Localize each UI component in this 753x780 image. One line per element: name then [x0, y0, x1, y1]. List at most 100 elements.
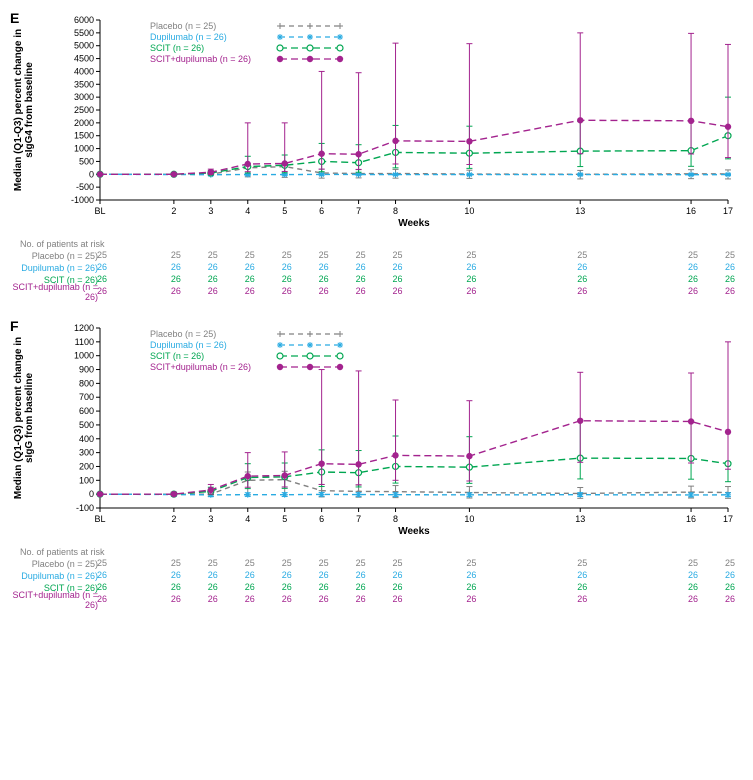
risk-value: 26	[393, 286, 403, 296]
risk-value: 26	[97, 594, 107, 604]
panel-label: F	[10, 318, 19, 334]
ytick-label: -500	[76, 182, 94, 192]
legend-label-dupilumab: Dupilumab (n = 26)	[150, 32, 227, 42]
ytick-label: 1000	[74, 144, 94, 154]
xtick-label: BL	[94, 206, 105, 216]
risk-value: 26	[688, 594, 698, 604]
risk-value: 26	[319, 262, 329, 272]
risk-value: 26	[356, 570, 366, 580]
risk-value: 26	[577, 570, 587, 580]
risk-value: 26	[282, 274, 292, 284]
risk-value: 26	[393, 570, 403, 580]
risk-value: 26	[208, 570, 218, 580]
risk-value: 25	[356, 558, 366, 568]
ytick-label: 1000	[74, 351, 94, 361]
risk-value: 26	[466, 262, 476, 272]
ytick-label: 5000	[74, 41, 94, 51]
ytick-label: 3500	[74, 79, 94, 89]
risk-value: 26	[171, 262, 181, 272]
risk-value: 25	[171, 250, 181, 260]
ytick-label: 600	[79, 406, 94, 416]
xtick-label: 6	[319, 206, 324, 216]
risk-value: 26	[319, 286, 329, 296]
risk-value: 25	[688, 558, 698, 568]
risk-value: 26	[688, 570, 698, 580]
risk-value: 25	[356, 250, 366, 260]
risk-value: 26	[282, 262, 292, 272]
xtick-label: 10	[464, 514, 474, 524]
xtick-label: 7	[356, 206, 361, 216]
ytick-label: 0	[89, 169, 94, 179]
risk-value: 26	[577, 582, 587, 592]
risk-label: SCIT+dupilumab (n = 26)	[10, 590, 102, 610]
risk-value: 25	[725, 250, 735, 260]
risk-value: 26	[245, 274, 255, 284]
risk-row-scit: SCIT (n = 26)262626262626262626262626	[10, 274, 743, 286]
ytick-label: 4500	[74, 54, 94, 64]
ytick-label: 400	[79, 434, 94, 444]
ytick-label: 500	[79, 156, 94, 166]
risk-value: 26	[97, 274, 107, 284]
risk-value: 26	[725, 286, 735, 296]
risk-label: Dupilumab (n = 26)	[10, 263, 102, 273]
risk-table: No. of patients at riskPlacebo (n = 25)2…	[10, 239, 743, 298]
risk-row-placebo: Placebo (n = 25)252525252525252525252525	[10, 250, 743, 262]
risk-label: SCIT+dupilumab (n = 26)	[10, 282, 102, 302]
risk-value: 26	[171, 582, 181, 592]
ytick-label: 3000	[74, 92, 94, 102]
y-axis-label: Median (Q1-Q3) percent change insIgG fro…	[13, 337, 35, 499]
risk-value: 26	[356, 262, 366, 272]
panel-F: F-10001002003004005006007008009001000110…	[10, 318, 743, 606]
chart-F: -100010020030040050060070080090010001100…	[10, 318, 743, 538]
risk-value: 26	[245, 262, 255, 272]
xtick-label: 4	[245, 206, 250, 216]
xtick-label: 2	[171, 514, 176, 524]
xtick-label: 17	[723, 206, 733, 216]
risk-value: 25	[466, 558, 476, 568]
risk-label: Placebo (n = 25)	[10, 559, 102, 569]
y-axis-label: Median (Q1-Q3) percent change insIgG4 fr…	[13, 29, 35, 191]
risk-value: 26	[171, 274, 181, 284]
risk-value: 26	[97, 286, 107, 296]
risk-value: 26	[688, 286, 698, 296]
xtick-label: 3	[208, 514, 213, 524]
ytick-label: 6000	[74, 15, 94, 25]
risk-value: 26	[319, 570, 329, 580]
risk-value: 26	[97, 582, 107, 592]
risk-value: 26	[577, 262, 587, 272]
ytick-label: 2000	[74, 118, 94, 128]
risk-value: 26	[577, 286, 587, 296]
risk-value: 25	[393, 558, 403, 568]
chart-E: -1000-5000500100015002000250030003500400…	[10, 10, 743, 230]
risk-value: 26	[282, 594, 292, 604]
ytick-label: 1500	[74, 131, 94, 141]
risk-value: 25	[577, 558, 587, 568]
risk-value: 26	[171, 286, 181, 296]
risk-value: 26	[725, 570, 735, 580]
risk-value: 26	[282, 570, 292, 580]
risk-value: 26	[466, 286, 476, 296]
risk-value: 26	[393, 582, 403, 592]
risk-label: Placebo (n = 25)	[10, 251, 102, 261]
risk-value: 26	[688, 262, 698, 272]
risk-value: 25	[319, 250, 329, 260]
risk-value: 26	[319, 594, 329, 604]
ytick-label: 1100	[75, 337, 94, 347]
risk-value: 26	[356, 582, 366, 592]
legend-label-placebo: Placebo (n = 25)	[150, 329, 216, 339]
legend-label-scit_dup: SCIT+dupilumab (n = 26)	[150, 362, 251, 372]
risk-value: 25	[319, 558, 329, 568]
risk-value: 26	[688, 582, 698, 592]
risk-value: 26	[282, 582, 292, 592]
ytick-label: -1000	[71, 195, 94, 205]
ytick-label: 4000	[74, 66, 94, 76]
legend-label-dupilumab: Dupilumab (n = 26)	[150, 340, 227, 350]
risk-value: 26	[466, 582, 476, 592]
legend-label-scit: SCIT (n = 26)	[150, 351, 204, 361]
risk-value: 26	[393, 274, 403, 284]
risk-value: 26	[466, 274, 476, 284]
risk-value: 26	[171, 594, 181, 604]
risk-value: 25	[393, 250, 403, 260]
ytick-label: 800	[79, 378, 94, 388]
panel-label: E	[10, 10, 19, 26]
